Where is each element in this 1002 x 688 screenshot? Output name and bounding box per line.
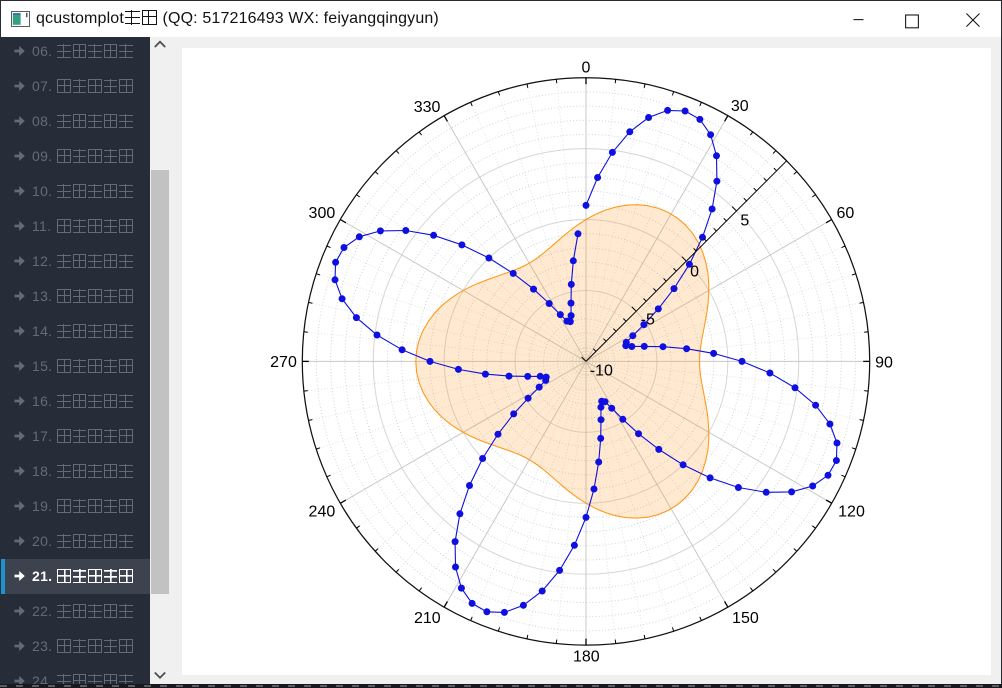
svg-text:0: 0 <box>690 264 699 281</box>
svg-text:330: 330 <box>414 99 441 116</box>
svg-text:0: 0 <box>581 59 590 76</box>
svg-text:270: 270 <box>270 354 297 371</box>
svg-text:90: 90 <box>875 355 893 372</box>
svg-text:180: 180 <box>573 649 600 666</box>
svg-text:30: 30 <box>731 98 749 115</box>
svg-text:210: 210 <box>414 610 441 627</box>
svg-text:5: 5 <box>740 212 749 229</box>
svg-text:-5: -5 <box>641 311 655 328</box>
svg-text:120: 120 <box>838 504 865 521</box>
svg-text:-10: -10 <box>590 363 613 380</box>
svg-text:150: 150 <box>732 610 759 627</box>
svg-text:240: 240 <box>309 504 336 521</box>
svg-text:60: 60 <box>837 205 855 222</box>
svg-text:300: 300 <box>309 205 336 222</box>
